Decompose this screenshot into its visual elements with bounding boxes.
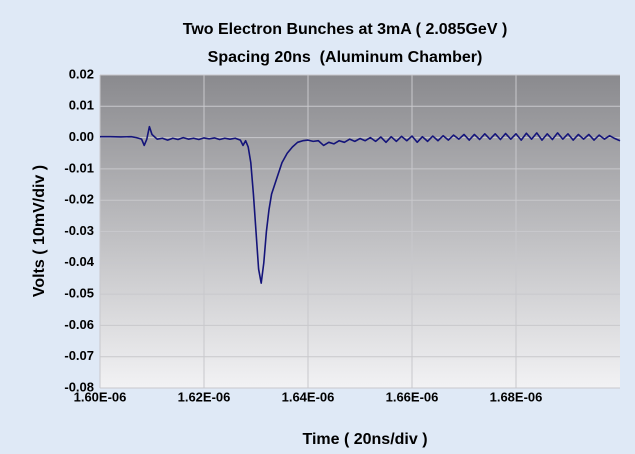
y-tick-label: -0.06 [64,317,94,332]
y-tick-label: 0.01 [69,98,94,113]
y-tick-label: -0.04 [64,254,94,269]
chart-subtitle: Spacing 20ns (Aluminum Chamber) [208,49,483,66]
y-tick-label: -0.03 [64,223,94,238]
x-tick-label: 1.60E-06 [74,389,127,404]
y-tick-label: -0.05 [64,286,94,301]
chart-title: Two Electron Bunches at 3mA ( 2.085GeV ) [183,21,508,38]
y-tick-label: 0.02 [69,66,94,81]
x-tick-label: 1.62E-06 [178,389,231,404]
y-tick-label: -0.01 [64,160,94,175]
y-tick-label: 0.00 [69,129,94,144]
x-axis-label: Time ( 20ns/div ) [302,431,427,448]
y-axis-label: Volts ( 10mV/div ) [31,165,48,297]
y-tick-label: -0.08 [64,379,94,394]
y-tick-label: -0.07 [64,348,94,363]
x-tick-label: 1.68E-06 [490,389,543,404]
x-tick-label: 1.64E-06 [282,389,335,404]
data-line [100,125,621,284]
x-tick-label: 1.66E-06 [386,389,439,404]
y-tick-label: -0.02 [64,192,94,207]
